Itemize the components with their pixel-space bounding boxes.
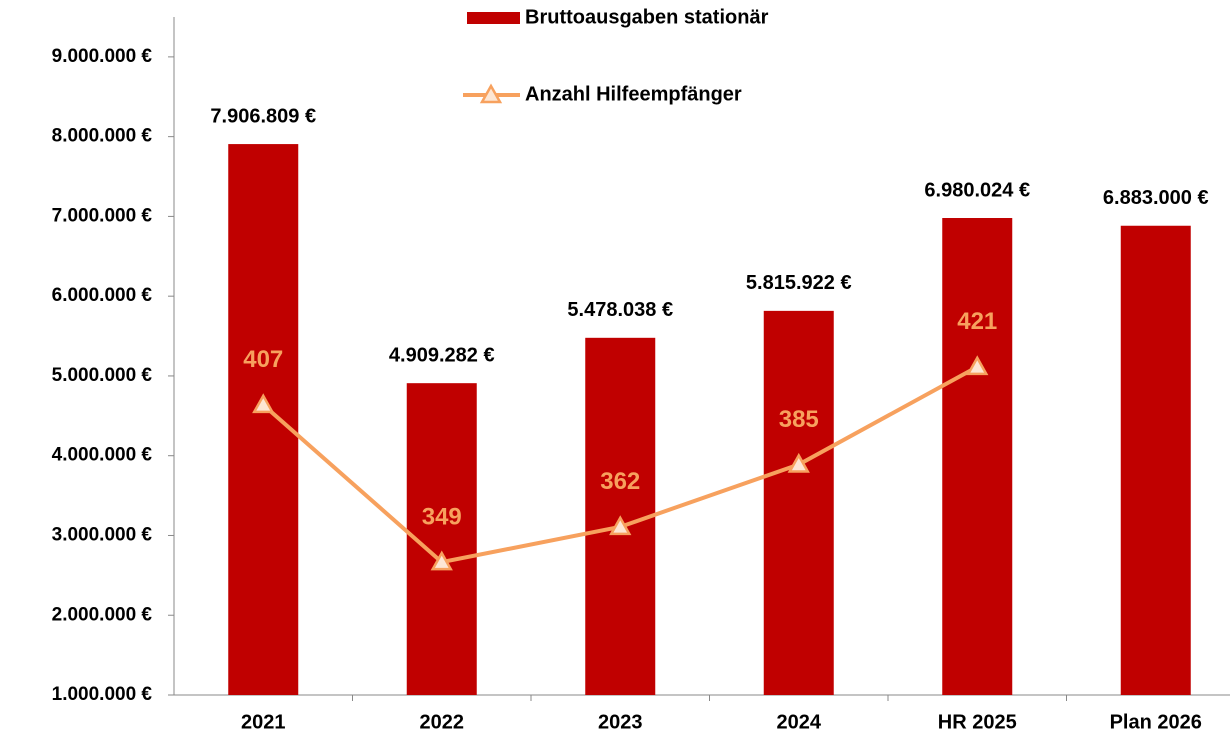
- y-tick-label: 2.000.000 €: [52, 604, 153, 625]
- y-tick-label: 7.000.000 €: [52, 205, 153, 226]
- legend-label: Anzahl Hilfeempfänger: [525, 83, 742, 105]
- y-tick-label: 5.000.000 €: [52, 365, 153, 386]
- line-marker: [966, 355, 989, 376]
- x-tick-label: 2021: [241, 711, 286, 733]
- legend-label: Bruttoausgaben stationär: [525, 6, 769, 28]
- y-tick-label: 1.000.000 €: [52, 684, 153, 705]
- line-value-label: 421: [957, 308, 997, 335]
- y-tick-label: 8.000.000 €: [52, 126, 153, 147]
- bar: [228, 144, 299, 695]
- y-tick-label: 3.000.000 €: [52, 524, 153, 545]
- line-value-label: 407: [243, 346, 283, 373]
- legend-swatch: [467, 12, 520, 24]
- line-value-label: 385: [779, 406, 819, 433]
- y-tick-label: 9.000.000 €: [52, 46, 153, 67]
- bar-value-label: 5.478.038 €: [567, 299, 673, 321]
- line-marker: [430, 550, 453, 571]
- line-value-label: 362: [600, 468, 640, 495]
- line-marker: [609, 515, 632, 536]
- x-tick-label: 2024: [777, 711, 822, 733]
- line-value-label: 349: [422, 503, 462, 530]
- x-tick-label: HR 2025: [938, 711, 1017, 733]
- y-tick-label: 6.000.000 €: [52, 285, 153, 306]
- bar-value-label: 4.909.282 €: [389, 344, 495, 366]
- bar: [1120, 225, 1191, 695]
- legend-marker: [479, 83, 503, 104]
- bar-value-label: 6.980.024 €: [924, 179, 1030, 201]
- x-tick-label: 2022: [420, 711, 465, 733]
- x-tick-label: 2023: [598, 711, 643, 733]
- bar-value-label: 6.883.000 €: [1103, 187, 1209, 209]
- bar-value-label: 7.906.809 €: [210, 105, 316, 127]
- line-marker: [252, 393, 275, 414]
- bar-value-label: 5.815.922 €: [746, 272, 852, 294]
- x-tick-label: Plan 2026: [1110, 711, 1202, 733]
- y-tick-label: 4.000.000 €: [52, 445, 153, 466]
- line-marker: [787, 452, 810, 473]
- bar: [942, 218, 1013, 696]
- bar: [763, 310, 834, 695]
